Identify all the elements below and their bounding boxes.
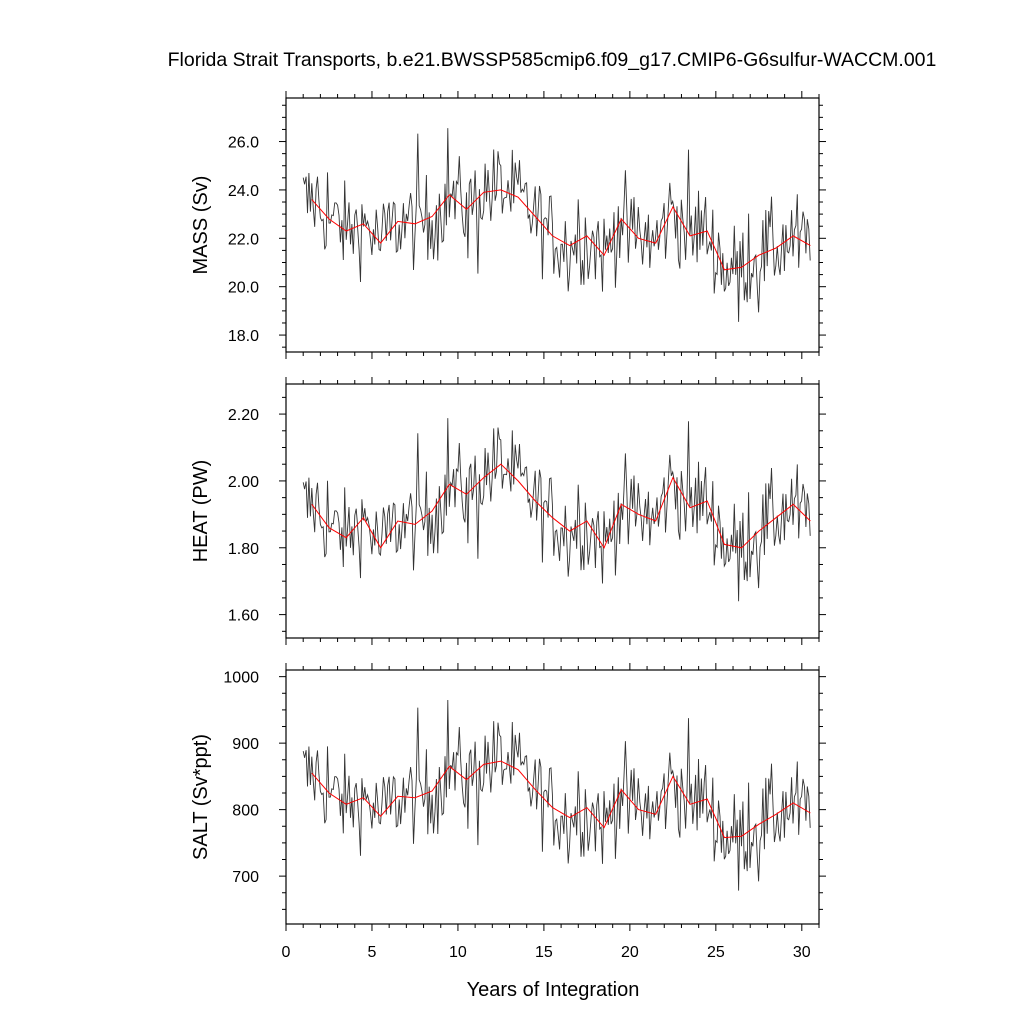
annual-series-line	[311, 760, 811, 839]
y-tick-label: 2.00	[228, 474, 259, 491]
y-tick-label: 1.60	[228, 608, 259, 625]
y-tick-label: 20.0	[228, 280, 259, 297]
y-tick-label: 1000	[223, 670, 259, 687]
plot-frame	[285, 97, 820, 353]
y-tick-label: 800	[232, 803, 259, 820]
y-axis-label: SALT (Sv*ppt)	[190, 734, 212, 860]
x-tick-label: 0	[282, 944, 291, 961]
panel-1: 18.0 20.0 22.0 24.0 26.0 MASS (Sv)	[190, 91, 826, 359]
x-tick-label: 5	[368, 944, 377, 961]
x-tick-label: 20	[621, 944, 639, 961]
y-tick-label: 1.80	[228, 541, 259, 558]
x-tick-label: 10	[449, 944, 467, 961]
y-tick-label: 700	[232, 869, 259, 886]
y-tick-label: 900	[232, 736, 259, 753]
y-tick-label: 26.0	[228, 135, 259, 152]
monthly-series-line	[302, 418, 811, 602]
y-tick-label: 22.0	[228, 231, 259, 248]
chart-panels: 18.0 20.0 22.0 24.0 26.0 MASS (Sv) 1.60 1.80 2.0…	[190, 91, 826, 961]
x-tick-label: 30	[793, 944, 811, 961]
annual-series-line	[311, 189, 811, 271]
x-axis-label: Years of Integration	[467, 979, 640, 1001]
y-axis-label: HEAT (PW)	[190, 460, 212, 563]
y-tick-label: 18.0	[228, 328, 259, 345]
y-tick-label: 2.20	[228, 407, 259, 424]
annual-series-line	[311, 463, 811, 549]
y-axis-label: MASS (Sv)	[190, 176, 212, 275]
chart-title: Florida Strait Transports, b.e21.BWSSP58…	[168, 49, 937, 71]
panel-2: 1.60 1.80 2.00 2.20 HEAT (PW)	[190, 377, 826, 645]
panel-3: 700 800 900 1000 SALT (Sv*ppt) 0 5 10 15 20 25 30	[190, 663, 826, 961]
y-tick-label: 24.0	[228, 183, 259, 200]
x-tick-label: 15	[535, 944, 553, 961]
plot-frame	[285, 383, 820, 639]
monthly-series-line	[302, 128, 811, 322]
x-tick-label: 25	[707, 944, 725, 961]
monthly-series-line	[302, 699, 811, 891]
plot-frame	[285, 669, 820, 925]
